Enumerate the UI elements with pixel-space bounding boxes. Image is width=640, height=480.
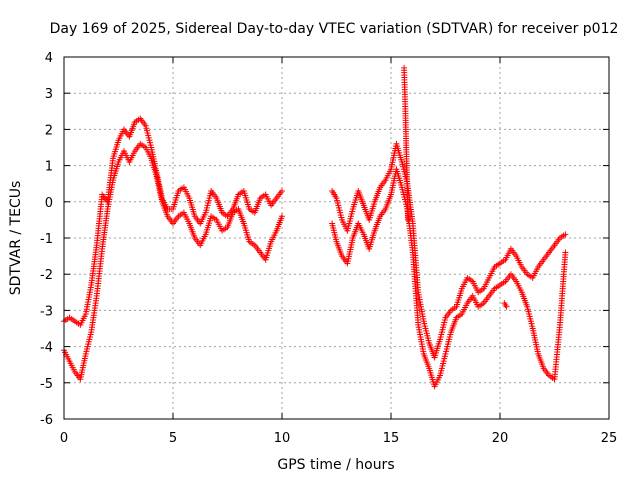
x-tick-label: 20 [492, 431, 509, 446]
series-track-e [401, 64, 412, 223]
series-track-b [61, 140, 285, 383]
data-point-marker [562, 231, 569, 238]
y-tick-label: -4 [40, 341, 53, 356]
y-tick-label: -2 [40, 268, 53, 283]
y-axis-label: SDTVAR / TECUs [8, 181, 24, 296]
x-tick-label: 5 [169, 431, 177, 446]
x-tick-label: 10 [274, 431, 291, 446]
y-tick-label: 0 [45, 196, 53, 211]
y-tick-label: 2 [45, 123, 53, 138]
x-axis-label: GPS time / hours [277, 457, 394, 473]
data-point-marker [503, 303, 510, 310]
series-track-c [329, 140, 569, 361]
y-tick-label: -6 [40, 413, 53, 428]
series-track-f [501, 300, 510, 310]
y-tick-label: 4 [45, 51, 53, 66]
y-tick-label: -5 [40, 377, 53, 392]
data-point-marker [562, 249, 569, 256]
series-track-d [329, 166, 569, 390]
chart-title: Day 169 of 2025, Sidereal Day-to-day VTE… [50, 21, 619, 37]
grid [64, 57, 609, 419]
y-tick-label: 3 [45, 87, 53, 102]
data-point-marker [405, 216, 412, 223]
axis-ticks: 0 5 10 15 20 25 -6 -5 -4 -3 -2 -1 0 1 2 3 4 [40, 51, 617, 446]
data-point-marker [279, 213, 285, 220]
y-tick-label: -3 [40, 304, 53, 319]
data-points [61, 64, 569, 390]
data-point-marker [279, 187, 285, 194]
y-tick-label: -1 [40, 232, 53, 247]
x-tick-label: 0 [60, 431, 68, 446]
x-tick-label: 15 [383, 431, 400, 446]
y-tick-label: 1 [45, 160, 53, 175]
x-tick-label: 25 [601, 431, 618, 446]
